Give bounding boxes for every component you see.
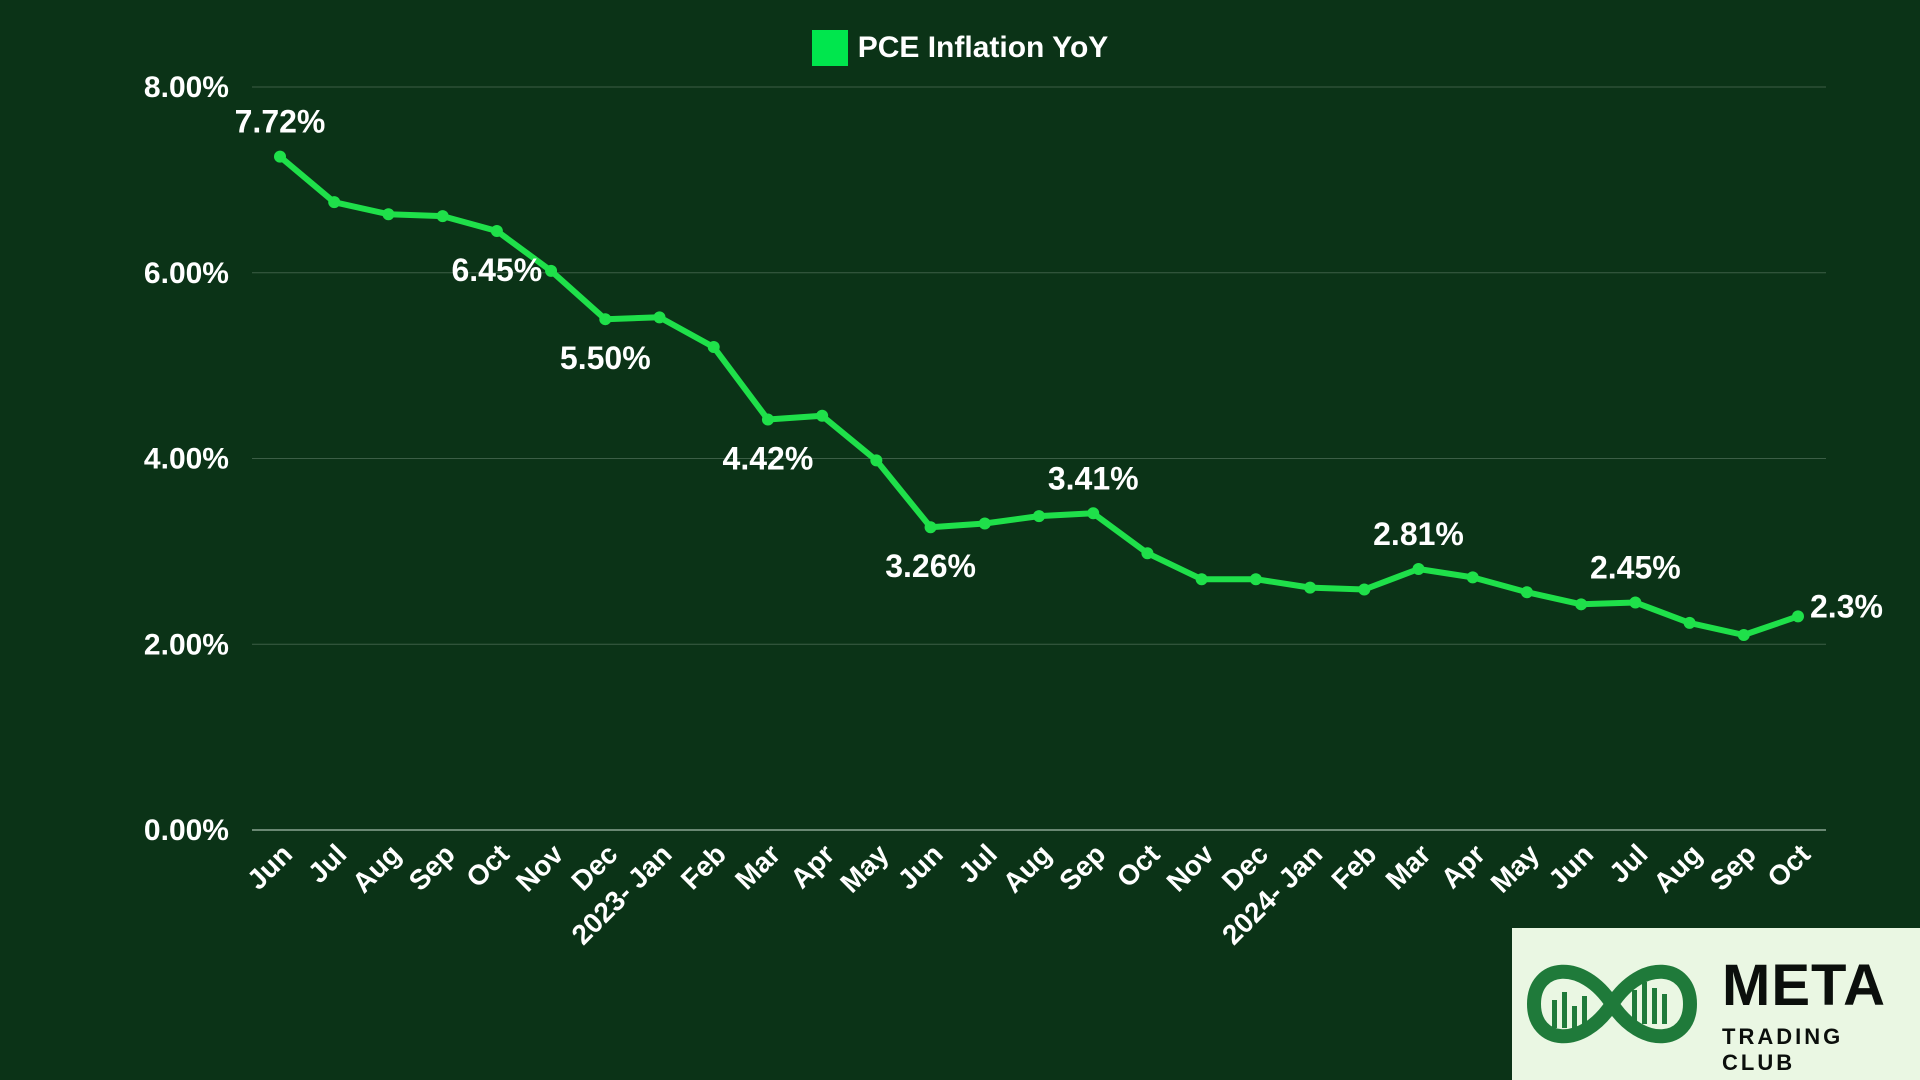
x-tick-label: May bbox=[1485, 838, 1546, 899]
y-tick-label: 4.00% bbox=[144, 443, 229, 476]
data-label: 6.45% bbox=[451, 252, 542, 288]
data-point bbox=[599, 313, 612, 326]
legend-swatch bbox=[811, 30, 848, 66]
x-tick-label: Jul bbox=[1603, 838, 1654, 889]
x-tick-label: Nov bbox=[510, 838, 570, 898]
data-point bbox=[1520, 586, 1533, 599]
data-point bbox=[545, 264, 558, 277]
y-tick-label: 8.00% bbox=[144, 71, 229, 104]
data-label: 2.81% bbox=[1373, 516, 1464, 552]
data-point bbox=[1195, 573, 1208, 586]
data-point bbox=[1304, 581, 1317, 594]
data-point bbox=[1249, 573, 1262, 586]
x-tick-label: Mar bbox=[729, 838, 786, 895]
x-tick-label: Nov bbox=[1161, 838, 1221, 898]
data-label: 5.50% bbox=[560, 340, 651, 376]
x-tick-label: May bbox=[834, 838, 895, 899]
data-point bbox=[1087, 507, 1100, 520]
data-point bbox=[274, 150, 286, 163]
x-tick-label: Sep bbox=[403, 838, 461, 896]
x-tick-label: Aug bbox=[997, 838, 1057, 898]
x-tick-label: Feb bbox=[1325, 838, 1382, 895]
infinity-chart-logo-icon bbox=[1526, 964, 1698, 1044]
x-tick-label: Jul bbox=[952, 838, 1003, 889]
x-tick-label: Sep bbox=[1053, 838, 1111, 896]
data-point bbox=[1792, 610, 1804, 623]
data-label: 3.41% bbox=[1048, 460, 1139, 496]
data-point bbox=[1141, 547, 1154, 560]
data-point bbox=[1629, 596, 1642, 609]
x-tick-label: Jun bbox=[1542, 838, 1599, 895]
legend-label: PCE Inflation YoY bbox=[857, 31, 1109, 64]
data-point bbox=[978, 517, 991, 530]
logo-wordmark: META bbox=[1722, 953, 1887, 1018]
x-tick-label: Feb bbox=[675, 838, 732, 895]
data-point bbox=[328, 196, 341, 209]
data-point bbox=[1412, 563, 1425, 576]
x-tick-label: 2024- Jan bbox=[1216, 838, 1328, 950]
x-tick-label: Jun bbox=[241, 838, 298, 895]
data-point bbox=[1033, 510, 1045, 523]
data-label: 2.45% bbox=[1590, 549, 1681, 585]
data-point bbox=[382, 208, 395, 221]
meta-trading-club-logo: META TRADING CLUB bbox=[1512, 928, 1920, 1080]
x-tick-label: Apr bbox=[1435, 838, 1491, 894]
x-tick-label: Oct bbox=[1761, 838, 1816, 893]
data-point bbox=[1466, 571, 1479, 584]
x-tick-label: Sep bbox=[1704, 838, 1762, 896]
logo-subtitle: TRADING CLUB bbox=[1722, 1024, 1844, 1075]
y-tick-label: 0.00% bbox=[144, 814, 229, 847]
data-point bbox=[490, 224, 503, 237]
x-tick-label: Oct bbox=[1111, 838, 1166, 893]
series-line bbox=[277, 153, 1801, 638]
data-point bbox=[1737, 628, 1750, 641]
x-tick-label: 2023- Jan bbox=[566, 838, 678, 950]
data-point bbox=[1358, 583, 1371, 596]
data-point bbox=[761, 413, 774, 426]
data-label: 3.26% bbox=[885, 548, 976, 584]
x-tick-label: Mar bbox=[1380, 838, 1437, 895]
x-tick-label: Aug bbox=[346, 838, 406, 898]
data-point bbox=[707, 341, 720, 354]
data-label: 2.3% bbox=[1810, 588, 1883, 624]
data-point bbox=[1575, 598, 1588, 611]
data-point bbox=[1683, 616, 1696, 629]
x-tick-label: Jun bbox=[892, 838, 949, 895]
data-point bbox=[816, 409, 829, 422]
y-tick-label: 6.00% bbox=[144, 257, 229, 290]
x-tick-label: Oct bbox=[460, 838, 515, 893]
x-tick-label: Apr bbox=[784, 838, 840, 894]
data-point bbox=[653, 311, 666, 324]
legend: PCE Inflation YoY bbox=[0, 30, 1920, 66]
data-label: 4.42% bbox=[723, 440, 814, 476]
data-point bbox=[870, 454, 883, 467]
data-point bbox=[924, 521, 937, 534]
y-tick-label: 2.00% bbox=[144, 628, 229, 661]
x-tick-label: Aug bbox=[1647, 838, 1707, 898]
x-tick-label: Jul bbox=[302, 838, 353, 889]
data-label: 7.72% bbox=[235, 104, 326, 140]
data-point bbox=[436, 210, 449, 223]
